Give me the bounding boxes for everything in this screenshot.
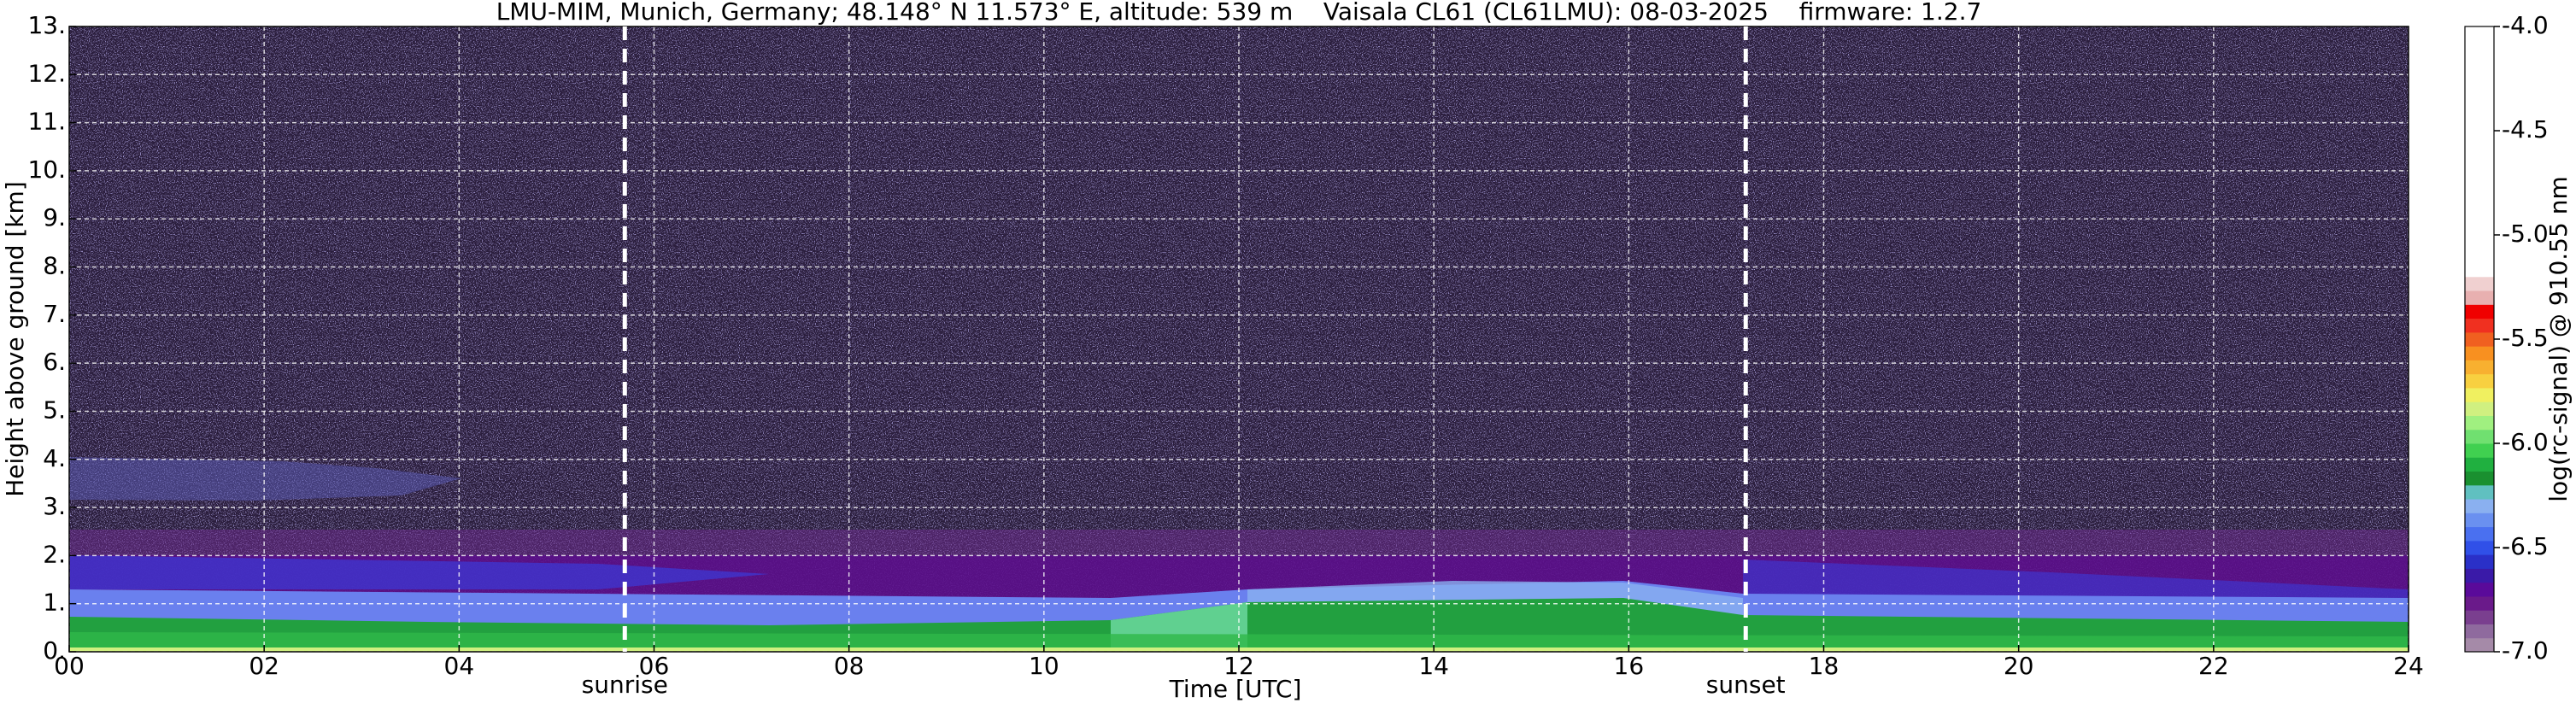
colorbar-cell xyxy=(2465,484,2494,500)
colorbar-cell xyxy=(2465,443,2494,458)
colorbar-cell xyxy=(2465,471,2494,486)
y-tick-label: 0. xyxy=(43,636,66,665)
colorbar-cell xyxy=(2465,304,2494,319)
colorbar-tick-label: -6.0 xyxy=(2502,428,2549,456)
colorbar-cell xyxy=(2465,54,2494,69)
colorbar-cell xyxy=(2465,165,2494,180)
x-tick-label: 02 xyxy=(249,652,279,680)
y-tick-label: 3. xyxy=(43,492,66,520)
colorbar-cell xyxy=(2465,151,2494,167)
colorbar-cell xyxy=(2465,220,2494,236)
colorbar-tick-label: -4.5 xyxy=(2502,115,2549,144)
colorbar-cell xyxy=(2465,346,2494,360)
colorbar-cell xyxy=(2465,582,2494,597)
colorbar-cell xyxy=(2465,401,2494,416)
colorbar-cell xyxy=(2465,331,2494,347)
x-tick-label: 08 xyxy=(834,652,865,680)
colorbar-cell xyxy=(2465,568,2494,583)
chart-title: LMU-MIM, Munich, Germany; 48.148° N 11.5… xyxy=(496,0,1982,26)
colorbar-cell xyxy=(2465,207,2494,222)
colorbar-cell xyxy=(2465,540,2494,555)
colorbar-cell xyxy=(2465,40,2494,56)
y-tick-label: 5. xyxy=(43,396,66,424)
colorbar-cell xyxy=(2465,415,2494,431)
annotation-label: sunrise xyxy=(582,671,668,699)
colorbar-cell xyxy=(2465,360,2494,375)
y-tick-label: 12. xyxy=(27,59,66,87)
colorbar-tick-label: -5.5 xyxy=(2502,324,2549,352)
colorbar-cell xyxy=(2465,109,2494,125)
x-tick-label: 12 xyxy=(1223,652,1254,680)
colorbar-cell xyxy=(2465,290,2494,305)
y-tick-label: 11. xyxy=(27,108,66,136)
x-tick-label: 04 xyxy=(444,652,475,680)
colorbar-cell xyxy=(2465,554,2494,569)
x-tick-label: 18 xyxy=(1809,652,1840,680)
y-tick-label: 7. xyxy=(43,300,66,328)
colorbar-cell xyxy=(2465,67,2494,83)
colorbar-cell xyxy=(2465,610,2494,624)
x-axis-label: Time [UTC] xyxy=(1169,675,1302,703)
colorbar-cell xyxy=(2465,526,2494,542)
y-tick-label: 13. xyxy=(27,11,66,39)
colorbar-tick-label: -7.0 xyxy=(2502,636,2549,665)
y-tick-label: 6. xyxy=(43,348,66,376)
y-axis-label: Height above ground [km] xyxy=(1,181,29,497)
colorbar-cell xyxy=(2465,373,2494,389)
y-tick-label: 2. xyxy=(43,540,66,568)
colorbar-cell xyxy=(2465,123,2494,138)
x-tick-label: 16 xyxy=(1614,652,1645,680)
colorbar-cell xyxy=(2465,96,2494,111)
x-tick-label: 14 xyxy=(1418,652,1449,680)
colorbar-cell xyxy=(2465,499,2494,513)
colorbar-cell xyxy=(2465,26,2494,41)
colorbar-cell xyxy=(2465,193,2494,208)
y-tick-label: 1. xyxy=(43,589,66,617)
y-tick-label: 10. xyxy=(27,155,66,184)
colorbar-tick-label: -5.0 xyxy=(2502,220,2549,248)
colorbar-cell xyxy=(2465,276,2494,291)
colorbar-cell xyxy=(2465,595,2494,611)
colorbar-cell xyxy=(2465,262,2494,278)
colorbar-cell xyxy=(2465,138,2494,152)
colorbar-tick-label: -6.5 xyxy=(2502,532,2549,560)
colorbar-cell xyxy=(2465,179,2494,194)
x-tick-label: 24 xyxy=(2393,652,2424,680)
grid xyxy=(68,26,2409,653)
y-tick-label: 9. xyxy=(43,203,66,231)
y-tick-label: 4. xyxy=(43,444,66,472)
x-tick-label: 10 xyxy=(1029,652,1059,680)
colorbar-cell xyxy=(2465,82,2494,97)
colorbar-cell xyxy=(2465,624,2494,639)
x-tick-label: 00 xyxy=(54,652,85,680)
colorbar-cell xyxy=(2465,513,2494,528)
colorbar-label: log(rc-signal) @ 910.55 nm xyxy=(2544,176,2573,501)
x-tick-label: 20 xyxy=(2004,652,2034,680)
x-tick-label: 06 xyxy=(639,652,670,680)
colorbar-cell xyxy=(2465,457,2494,472)
colorbar-cell xyxy=(2465,235,2494,249)
colorbar-cell xyxy=(2465,429,2494,444)
colorbar-cell xyxy=(2465,249,2494,264)
y-tick-label: 8. xyxy=(43,252,66,280)
x-tick-label: 22 xyxy=(2198,652,2229,680)
annotation-label: sunset xyxy=(1706,671,1786,699)
colorbar-cell xyxy=(2465,318,2494,333)
colorbar-cell xyxy=(2465,637,2494,653)
colorbar-tick-label: -4.0 xyxy=(2502,11,2549,39)
colorbar-cell xyxy=(2465,387,2494,402)
